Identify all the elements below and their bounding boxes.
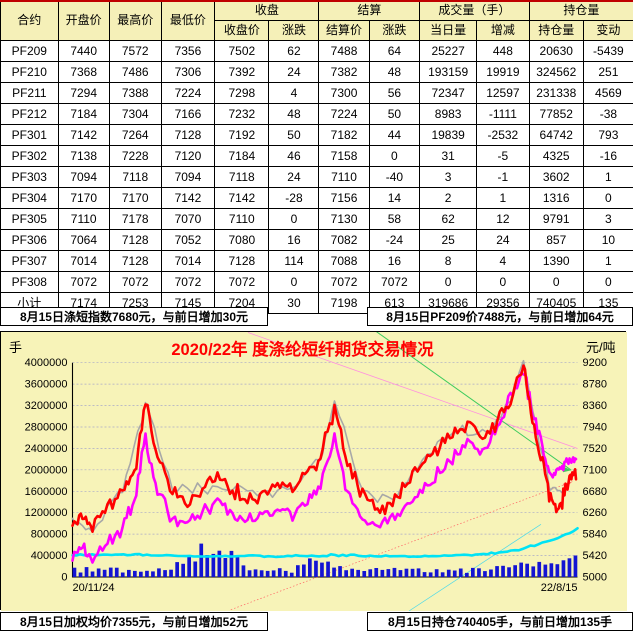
svg-text:5840: 5840 [583,529,607,541]
svg-text:4000000: 4000000 [25,357,68,369]
svg-text:3200000: 3200000 [25,400,68,412]
svg-text:6260: 6260 [583,507,607,519]
svg-text:400000: 400000 [31,550,68,562]
svg-text:7100: 7100 [583,464,607,476]
svg-text:3600000: 3600000 [25,379,68,391]
svg-text:5000: 5000 [583,572,607,584]
svg-text:20/11/24: 20/11/24 [73,582,115,594]
svg-text:2800000: 2800000 [25,422,68,434]
svg-text:7940: 7940 [583,422,607,434]
svg-text:6680: 6680 [583,486,607,498]
svg-text:22/8/15: 22/8/15 [541,582,578,594]
svg-text:7520: 7520 [583,443,607,455]
svg-text:9200: 9200 [583,357,607,369]
svg-text:800000: 800000 [31,529,68,541]
svg-text:8780: 8780 [583,379,607,391]
svg-text:元/吨: 元/吨 [586,340,616,355]
svg-text:0: 0 [61,572,67,584]
svg-text:2400000: 2400000 [25,443,68,455]
svg-text:5420: 5420 [583,550,607,562]
svg-text:2000000: 2000000 [25,464,68,476]
svg-text:8360: 8360 [583,400,607,412]
svg-text:手: 手 [9,340,22,355]
svg-text:2020/22年 度涤纶短纤期货交易情况: 2020/22年 度涤纶短纤期货交易情况 [171,339,434,359]
svg-text:1600000: 1600000 [25,486,68,498]
svg-text:1200000: 1200000 [25,507,68,519]
